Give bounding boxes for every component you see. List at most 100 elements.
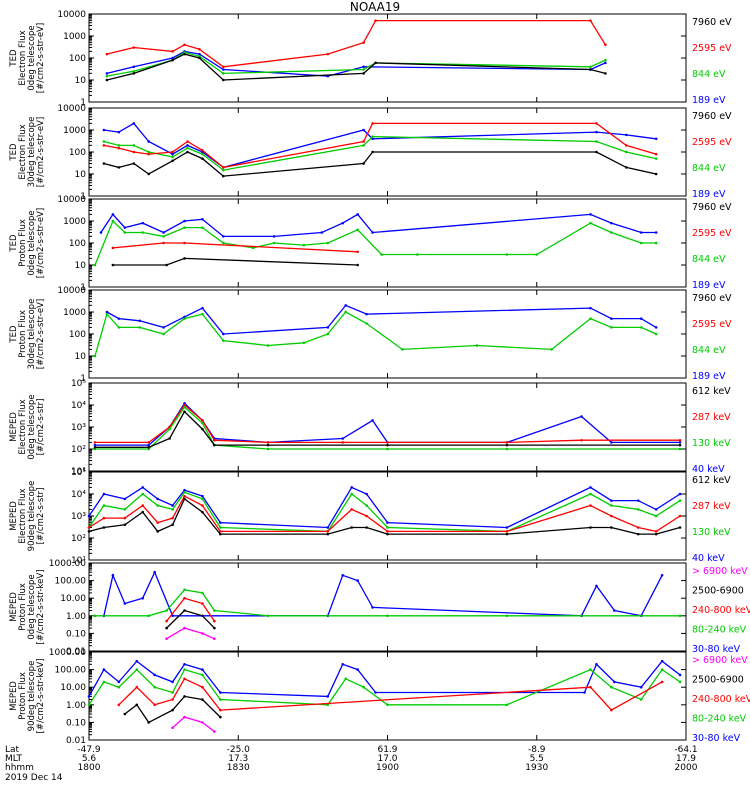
data-point (93, 445, 97, 449)
chart-title: NOAA19 (349, 0, 401, 14)
data-point (186, 146, 189, 150)
footer-value: 1800 (78, 763, 101, 773)
legend-entry: 2500-6900 (692, 675, 744, 686)
y-tick-label: 1000 (63, 32, 86, 42)
y-axis-label-line: Electron Flux (18, 30, 28, 85)
data-point (386, 441, 389, 444)
y-tick-label: 1000 (63, 217, 86, 227)
data-point (350, 492, 353, 496)
data-point (171, 159, 174, 163)
data-point (153, 570, 156, 574)
data-point (186, 144, 189, 147)
data-point (171, 698, 174, 701)
data-point (365, 492, 368, 496)
data-point (171, 516, 174, 520)
data-point (583, 691, 586, 694)
data-point (171, 508, 174, 511)
data-point (213, 637, 216, 640)
panel-p8: 1000.00 100.00 10.00 1.00 0.10 0.01 MEPED Proto… (9, 648, 750, 746)
data-point (654, 231, 658, 234)
y-tick-label: 100 (69, 148, 86, 158)
time-axis-footer: Lat -47.9 -25.0 61.9 -8.9 -64.1 MLT 5.6 17.3 17.0… (5, 745, 698, 783)
data-point (117, 685, 121, 689)
y-axis-label-line: Proton Flux (18, 672, 28, 720)
data-point (183, 52, 186, 56)
legend-entry: 7960 eV (692, 293, 732, 304)
data-point (589, 65, 592, 69)
data-point (201, 497, 204, 501)
series-line (103, 151, 657, 177)
data-point (356, 668, 359, 671)
data-point (123, 497, 127, 501)
data-point (183, 226, 186, 229)
footer-value: 5.5 (530, 754, 544, 764)
y-tick-label: 10 (75, 261, 87, 271)
footer-value: 61.9 (377, 745, 397, 755)
data-point (505, 253, 509, 256)
data-point (589, 504, 592, 507)
data-point (183, 668, 186, 671)
data-point (162, 332, 165, 336)
data-point (135, 668, 139, 671)
data-point (610, 441, 613, 444)
data-point (341, 221, 345, 225)
footer-row-label: MLT (5, 754, 23, 764)
data-point (183, 494, 186, 498)
data-point (344, 304, 348, 307)
legend-entry: 2595 eV (692, 319, 732, 330)
data-point (589, 19, 592, 22)
data-point (266, 614, 270, 618)
data-point (362, 144, 365, 147)
panel-p2: 10000 1000 100 10 1 TED Electron Flux 30deg tel… (9, 104, 732, 202)
series-line (95, 406, 680, 450)
data-point (201, 673, 204, 677)
data-point (505, 703, 509, 707)
legend-entry: 189 eV (692, 280, 726, 291)
data-point (183, 715, 186, 719)
data-point (272, 241, 276, 245)
data-point (171, 150, 174, 154)
data-point (147, 150, 150, 154)
data-point (654, 172, 658, 176)
series-line (95, 589, 680, 617)
data-point (326, 695, 330, 698)
data-point (660, 574, 664, 577)
data-point (147, 140, 150, 143)
series-line (106, 51, 606, 77)
footer-value: 17.0 (377, 754, 397, 764)
footer-row-label: Lat (5, 745, 20, 755)
data-point (123, 523, 127, 527)
data-point (365, 526, 368, 529)
data-point (550, 348, 553, 351)
y-tick-label: 0.10 (66, 718, 86, 728)
data-point (198, 52, 201, 56)
data-point (162, 241, 165, 245)
legend-entry: 287 keV (692, 412, 731, 423)
data-point (678, 526, 682, 529)
data-point (201, 152, 204, 156)
data-point (201, 226, 204, 229)
y-tick-label: 10¹ (71, 556, 86, 566)
data-point (171, 50, 174, 53)
y-axis-label-line: [#/cm2-s-str-keV] (36, 570, 46, 645)
data-point (222, 65, 225, 69)
panel-p1: 10000 1000 100 10 1 TED Electron Flux 0deg tele… (9, 10, 732, 108)
data-point (117, 680, 121, 684)
data-point (219, 530, 222, 533)
data-point (111, 219, 115, 223)
data-point (132, 162, 136, 165)
data-point (138, 326, 142, 329)
data-point (105, 312, 109, 316)
data-point (589, 486, 592, 489)
data-point (371, 122, 374, 125)
footer-value: -64.1 (674, 745, 697, 755)
series-line (118, 677, 663, 711)
data-point (660, 659, 664, 663)
y-tick-label: 100.00 (55, 666, 87, 676)
data-point (183, 588, 186, 592)
data-point (153, 685, 156, 689)
y-tick-label: 10³ (71, 423, 86, 433)
legend-entry: 612 keV (692, 386, 731, 397)
y-tick-label: 10² (71, 445, 86, 455)
legend-entry: 2595 eV (692, 43, 732, 54)
